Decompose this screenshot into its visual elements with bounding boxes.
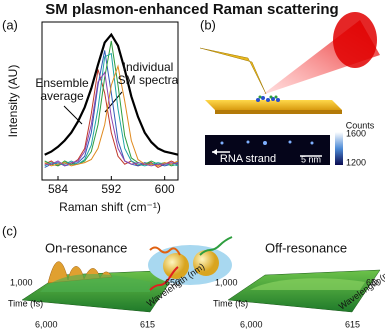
time-tick: 6,000 <box>240 319 263 329</box>
figure-title: SM plasmon-enhanced Raman scattering <box>45 1 338 18</box>
annotation: Individual <box>123 60 174 74</box>
plot-frame <box>41 21 179 181</box>
off-resonance-label: Off-resonance <box>265 240 347 255</box>
colorbar-title: Counts <box>346 120 375 130</box>
time-label: Time (fs) <box>8 298 43 308</box>
panel-label: (a) <box>2 17 18 32</box>
wavelength-tick: 650 <box>366 277 381 287</box>
wavelength-tick: 650 <box>165 277 180 287</box>
colorbar-tick: 1600 <box>346 128 366 138</box>
on-resonance-label: On-resonance <box>45 240 127 255</box>
annotation: SM spectra <box>118 73 179 87</box>
tip-illustration <box>199 12 380 165</box>
y-axis-label: Intensity (AU) <box>6 65 20 138</box>
colorbar-tick: 1200 <box>346 157 366 167</box>
panel-label: (b) <box>200 17 216 32</box>
time-tick: 6,000 <box>35 319 58 329</box>
time-tick: 1,000 <box>10 277 33 287</box>
panel-label: (c) <box>2 223 17 238</box>
surface-plots <box>21 236 381 313</box>
rna-label: RNA strand <box>220 153 276 165</box>
x-tick-label: 600 <box>155 182 175 196</box>
time-label: Time (fs) <box>213 298 248 308</box>
wavelength-tick: 615 <box>345 319 360 329</box>
annotation: Ensemble <box>35 76 89 90</box>
x-axis-label: Raman shift (cm⁻¹) <box>59 200 161 214</box>
scale-label: 5 nm <box>301 154 321 164</box>
annotation: average <box>40 89 84 103</box>
spectra-chart: Intensity (AU) Raman shift (cm⁻¹) 584 592… <box>6 21 179 214</box>
spectrum-line <box>44 64 179 167</box>
time-tick: 1,000 <box>215 277 238 287</box>
x-tick-label: 592 <box>101 182 121 196</box>
x-tick-label: 584 <box>48 182 68 196</box>
wavelength-tick: 615 <box>140 319 155 329</box>
spectrum-line <box>44 32 179 156</box>
spectrum-line <box>44 71 179 167</box>
